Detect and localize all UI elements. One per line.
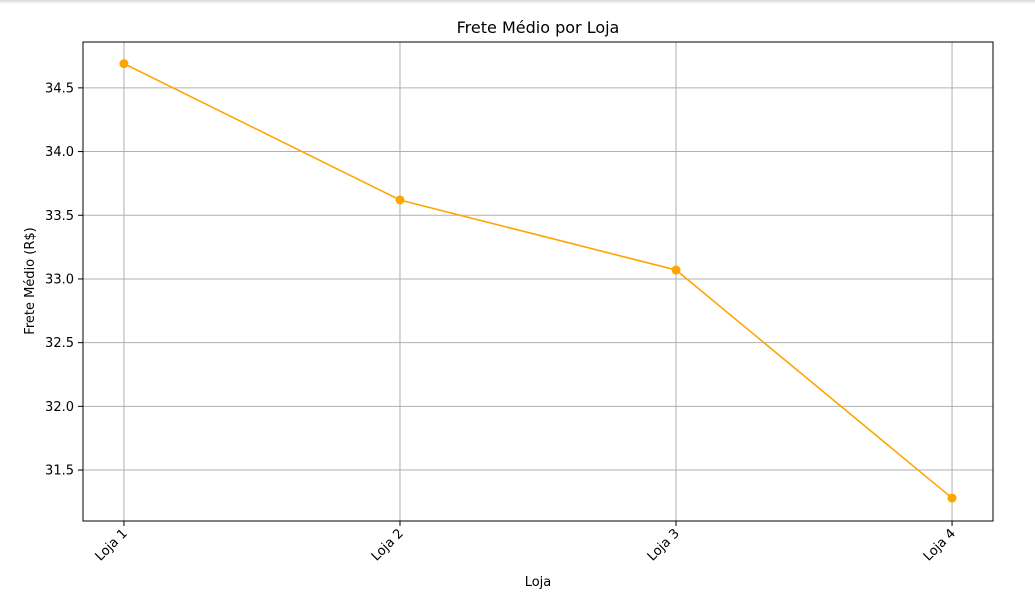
data-point-3 — [671, 265, 681, 275]
y-tick-label: 34.0 — [45, 145, 74, 160]
y-tick-label: 33.0 — [45, 272, 74, 287]
y-tick-label: 31.5 — [45, 464, 74, 479]
x-tick-label: Loja 2 — [369, 526, 407, 564]
plot-frame — [82, 41, 994, 522]
data-point-2 — [395, 195, 405, 205]
x-tick-label: Loja 4 — [921, 526, 959, 564]
y-axis-label: Frete Médio (R$) — [23, 227, 38, 334]
y-axis-ticks: 31.5 32.0 32.5 33.0 33.5 34.0 34.5 — [45, 81, 83, 479]
y-tick-label: 33.5 — [45, 209, 74, 224]
x-axis-label: Loja — [525, 575, 552, 590]
y-tick-label: 32.0 — [45, 400, 74, 415]
x-axis-ticks: Loja 1 Loja 2 Loja 3 Loja 4 — [93, 521, 959, 564]
data-point-4 — [947, 493, 957, 503]
series-line — [123, 62, 953, 499]
y-tick-label: 32.5 — [45, 336, 74, 351]
chart-title: Frete Médio por Loja — [457, 18, 620, 37]
grid-lines — [83, 42, 993, 521]
x-tick-label: Loja 3 — [645, 526, 683, 564]
y-tick-label: 34.5 — [45, 81, 74, 96]
window-top-shadow — [0, 0, 1035, 4]
x-tick-label: Loja 1 — [93, 526, 131, 564]
data-series — [119, 59, 957, 503]
data-point-1 — [119, 59, 129, 69]
